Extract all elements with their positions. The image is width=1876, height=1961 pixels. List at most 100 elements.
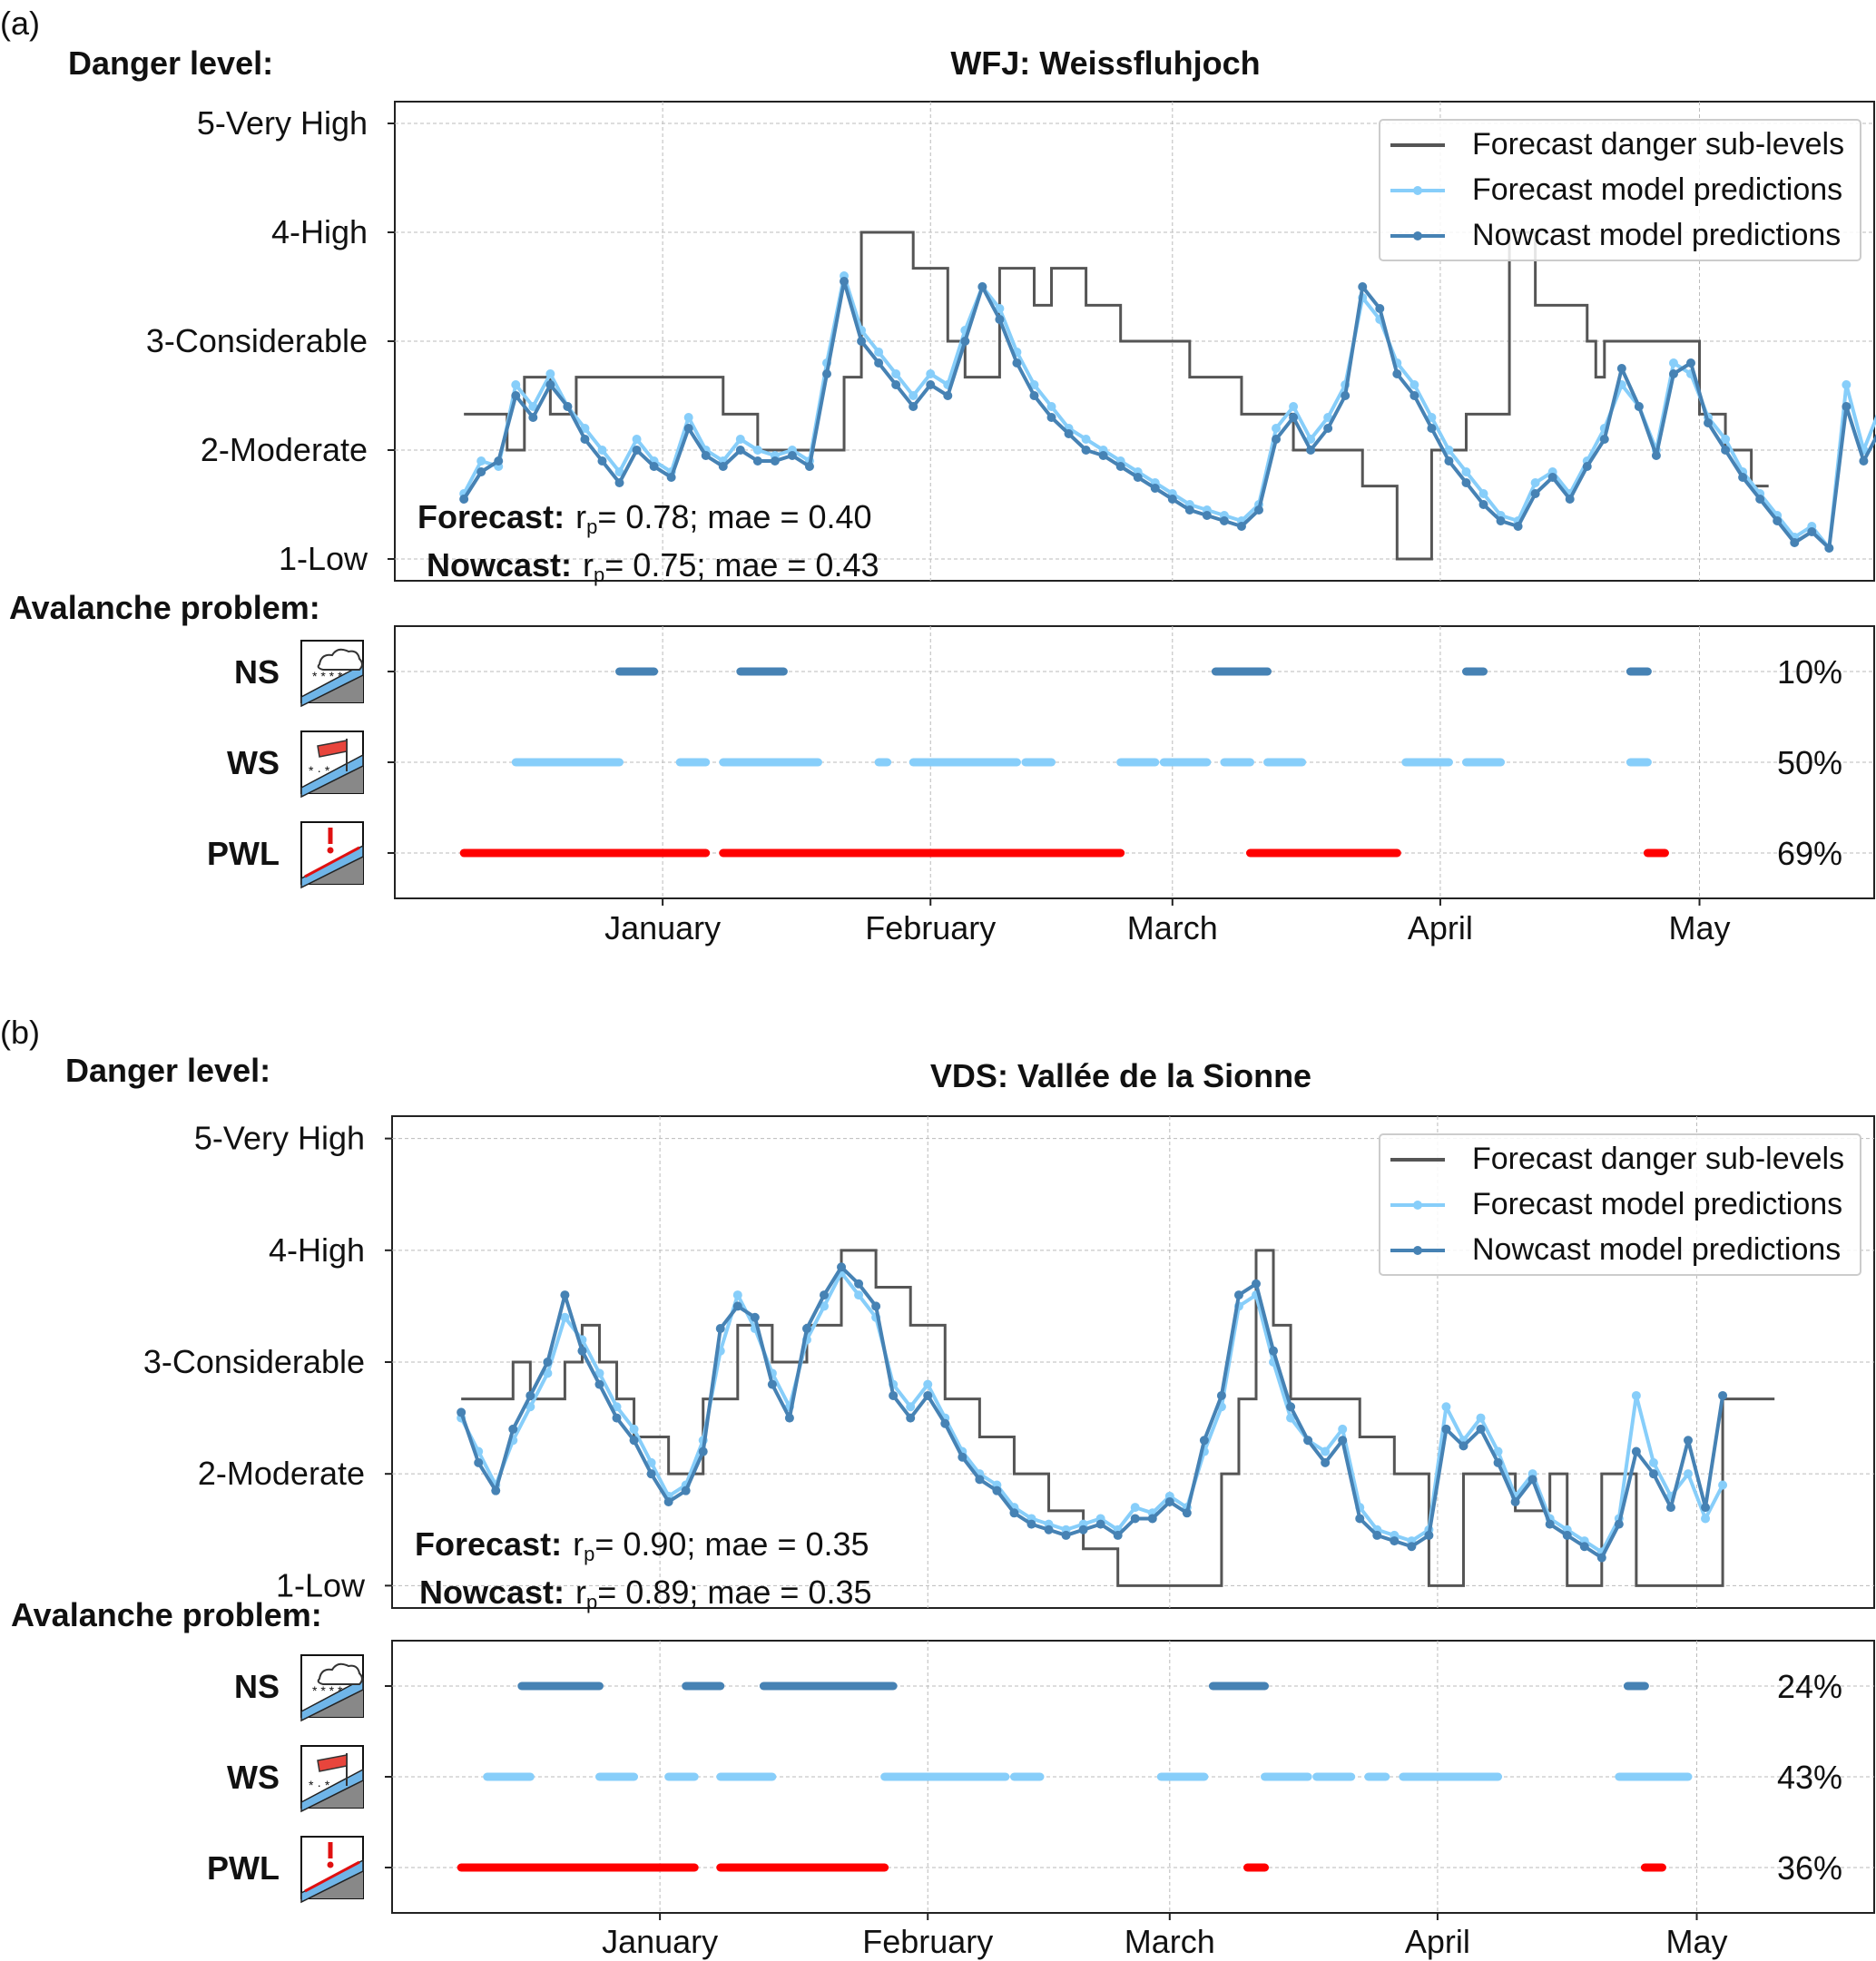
forecast-model-point — [1323, 413, 1333, 422]
problem-code-label: WS — [227, 744, 280, 781]
forecast-model-point — [1286, 1413, 1296, 1423]
nowcast-model-point — [563, 402, 573, 411]
forecast-model-point — [1427, 413, 1437, 422]
nowcast-model-point — [1668, 369, 1678, 378]
cloud-shape — [317, 648, 363, 671]
ws-icon: * · * — [300, 1745, 364, 1813]
forecast-model-point — [1461, 467, 1471, 476]
r-symbol: r — [583, 546, 594, 583]
nowcast-model-point — [837, 1262, 847, 1272]
nowcast-model-point — [1478, 500, 1488, 509]
nowcast-model-point — [1199, 1436, 1209, 1446]
nowcast-model-point — [1686, 358, 1695, 368]
nowcast-model-point — [1631, 1446, 1641, 1456]
nowcast-model-point — [1338, 1436, 1348, 1446]
nowcast-stats: Nowcast: rp= 0.75; mae = 0.43 — [427, 546, 879, 586]
nowcast-model-point — [1044, 1525, 1054, 1534]
forecast-model-point — [732, 1290, 742, 1300]
legend-entry: Forecast danger sub-levels — [1472, 127, 1844, 162]
forecast-model-point — [1444, 446, 1454, 455]
nowcast-model-point — [1026, 1519, 1036, 1529]
nowcast-model-point — [666, 473, 676, 482]
nowcast-model-point — [857, 337, 867, 346]
nowcast-model-point — [1289, 413, 1299, 422]
nowcast-model-point — [632, 446, 642, 455]
forecast-model-point — [1478, 489, 1488, 498]
nowcast-stats-values: = 0.75; mae = 0.43 — [604, 546, 879, 583]
nowcast-model-point — [804, 462, 814, 471]
nowcast-model-point — [1842, 402, 1851, 411]
nowcast-model-point — [1269, 1346, 1279, 1356]
nowcast-model-point — [992, 1485, 1002, 1495]
icon-snowpack — [300, 662, 364, 708]
y-tick-label: 2-Moderate — [201, 431, 368, 468]
forecast-model-point — [1029, 380, 1039, 389]
nowcast-model-point — [1596, 1553, 1606, 1563]
nowcast-model-point — [854, 1279, 864, 1289]
nowcast-model-point — [975, 1475, 985, 1485]
forecast-model-point — [906, 1402, 916, 1412]
nowcast-model-point — [1738, 473, 1748, 482]
forecast-model-point — [926, 369, 936, 378]
nowcast-model-point — [528, 413, 538, 422]
nowcast-stats-label: Nowcast: — [419, 1574, 565, 1611]
nowcast-model-point — [1078, 1525, 1088, 1534]
nowcast-model-point — [1252, 1279, 1261, 1289]
x-tick-label: April — [1405, 1923, 1470, 1960]
nowcast-model-point — [820, 1290, 829, 1300]
nowcast-model-point — [1046, 413, 1056, 422]
panel-a: (a) Danger level: WFJ: Weissfluhjoch Ava… — [0, 5, 1876, 946]
y-tick-label: 1-Low — [276, 1566, 366, 1603]
forecast-model-point — [597, 446, 607, 455]
legend-marker — [1413, 231, 1422, 240]
forecast-model-point — [629, 1424, 639, 1434]
forecast-model-point — [735, 435, 745, 444]
forecast-model-point — [594, 1368, 604, 1378]
problem-code-label: PWL — [207, 1849, 280, 1887]
x-tick-label: February — [862, 1923, 993, 1960]
nowcast-model-point — [1824, 544, 1834, 553]
nowcast-model-point — [1547, 473, 1557, 482]
nowcast-model-point — [459, 495, 469, 504]
danger-level-plot: 1-Low 2-Moderate 3-Considerable 4-High 5-Ver… — [146, 101, 1876, 586]
nowcast-model-point — [871, 1301, 881, 1311]
nowcast-model-point — [787, 451, 797, 460]
p-subscript: p — [586, 515, 597, 538]
nowcast-model-point — [1233, 1290, 1243, 1300]
nowcast-model-point — [1545, 1519, 1555, 1529]
nowcast-model-point — [1562, 1530, 1572, 1540]
nowcast-model-point — [1184, 505, 1194, 515]
p-subscript: p — [594, 564, 604, 586]
p-subscript: p — [584, 1543, 594, 1565]
nowcast-stats-values: = 0.89; mae = 0.35 — [597, 1574, 871, 1611]
nowcast-model-point — [1409, 391, 1419, 400]
nowcast-model-point — [1461, 478, 1471, 487]
nowcast-model-point — [732, 1301, 742, 1311]
avalanche-problem-plot: January February March April May NS * * * * 24%… — [207, 1640, 1875, 1960]
nowcast-model-point — [1530, 489, 1540, 498]
panel-b: (b) Danger level: VDS: Vallée de la Sion… — [0, 1014, 1875, 1960]
x-tick-label: April — [1408, 909, 1473, 946]
nowcast-model-point — [1372, 1530, 1382, 1540]
forecast-model-point — [646, 1457, 656, 1467]
nowcast-model-point — [560, 1290, 570, 1300]
nowcast-model-point — [646, 1469, 656, 1479]
legend-box — [1379, 1133, 1861, 1276]
forecast-model-point — [1409, 380, 1419, 389]
nowcast-model-point — [1701, 1503, 1711, 1513]
ns-icon: * * * * — [300, 640, 364, 708]
y-tick-label: 5-Very High — [194, 1120, 365, 1157]
nowcast-model-point — [577, 1346, 587, 1356]
nowcast-model-point — [683, 424, 693, 433]
forecast-model-point — [1306, 435, 1316, 444]
nowcast-model-point — [801, 1324, 811, 1334]
y-tick-label: 5-Very High — [197, 104, 368, 142]
nowcast-model-point — [1444, 456, 1454, 466]
nowcast-model-line — [462, 279, 1876, 550]
nowcast-model-point — [1164, 1496, 1174, 1506]
nowcast-model-point — [1130, 1514, 1140, 1524]
nowcast-model-point — [940, 1418, 950, 1428]
nowcast-model-point — [1236, 522, 1246, 531]
nowcast-model-point — [909, 402, 918, 411]
legend-entry: Forecast danger sub-levels — [1472, 1142, 1844, 1176]
